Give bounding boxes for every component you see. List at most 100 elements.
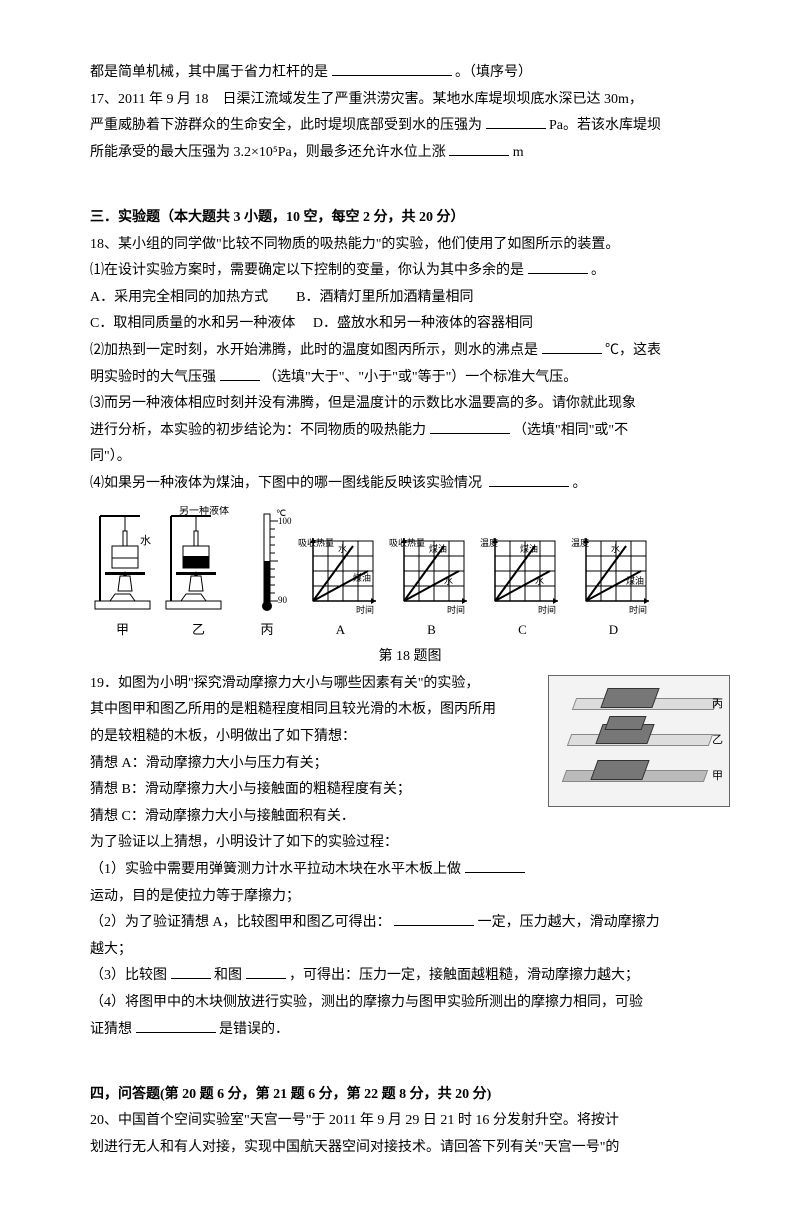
q19-label-yi: 乙 [712, 730, 723, 751]
q18-l4a: 明实验时的大气压强 [90, 370, 216, 385]
fig-cap-jia: 甲 [116, 618, 129, 643]
graph-d-label: D [609, 618, 618, 643]
q18-optA: A．采用完全相同的加热方式 [90, 290, 268, 305]
q18-l3b: ℃，这表 [605, 343, 661, 358]
q17-line3: 所能承受的最大压强为 3.2×10⁵Pa，则最多还允许水位上涨 m [90, 140, 730, 167]
q18-l6a: 进行分析，本实验的初步结论为：不同物质的吸热能力 [90, 423, 426, 438]
q18-l5: ⑶而另一种液体相应时刻并没有沸腾，但是温度计的示数比水温要高的多。请你就此现象 [90, 391, 730, 418]
q17-blank-pressure[interactable] [486, 114, 546, 129]
q17-l3b: m [513, 145, 524, 160]
q18-blank-conclusion[interactable] [430, 419, 510, 434]
apparatus-jia-icon: 水 [90, 506, 155, 616]
q18-l2a: ⑴在设计实验方案时，需要确定以下控制的变量，你认为其中多余的是 [90, 263, 524, 278]
q18-blank-pressure[interactable] [220, 366, 260, 381]
svg-text:水: 水 [338, 543, 347, 554]
label-water: 水 [140, 534, 151, 547]
svg-text:吸收热量: 吸收热量 [298, 537, 334, 548]
svg-text:100: 100 [278, 516, 292, 526]
thermometer-icon: ℃ 100 90 [242, 506, 292, 616]
q19-p3b: 和图 [214, 968, 242, 983]
q19-blank-1[interactable] [465, 858, 525, 873]
q18-caption: 第 18 题图 [90, 644, 730, 671]
q18-fig-jia: 水 甲 [90, 506, 155, 643]
q19-p3c: ，可得出：压力一定，接触面越粗糙，滑动摩擦力越大； [289, 968, 639, 983]
q19-p2c: 越大； [90, 937, 730, 964]
q17-line1: 17、2011 年 9 月 18 日渠江流域发生了严重洪涝灾害。某地水库堤坝坝底… [90, 87, 730, 114]
q19-p1a: （1）实验中需要用弹簧测力计水平拉动木块在水平木板上做 [90, 862, 461, 877]
svg-text:温度: 温度 [480, 537, 498, 548]
q18-l6b: （选填"相同"或"不 [513, 423, 628, 438]
svg-text:吸收热量: 吸收热量 [389, 537, 425, 548]
q18-options-ab: A．采用完全相同的加热方式 B．酒精灯里所加酒精量相同 [90, 285, 730, 312]
q16-tail-line: 都是简单机械，其中属于省力杠杆的是 。（填序号） [90, 60, 730, 87]
section3-title: 三．实验题（本大题共 3 小题，10 空，每空 2 分，共 20 分） [90, 205, 730, 232]
q18-fig-bing: ℃ 100 90 丙 [242, 506, 292, 643]
q18-blank-1[interactable] [528, 259, 588, 274]
q18-optC: C．取相同质量的水和另一种液体 [90, 316, 295, 331]
q17-blank-height[interactable] [449, 141, 509, 156]
q18-l3: ⑵加热到一定时刻，水开始沸腾，此时的温度如图丙所示，则水的沸点是 ℃，这表 [90, 338, 730, 365]
q20-l1: 20、中国首个空间实验室"天宫一号"于 2011 年 9 月 29 日 21 时… [90, 1108, 730, 1135]
apparatus-yi-icon: 另一种液体 [161, 506, 236, 616]
q18-l4b: （选填"大于"、"小于"或"等于"）一个标准大气压。 [263, 370, 577, 385]
q19-blank-4[interactable] [136, 1018, 216, 1033]
q19-p2: （2）为了验证猜想 A，比较图甲和图乙可得出： 一定，压力越大，滑动摩擦力 [90, 910, 730, 937]
fig-cap-bing: 丙 [260, 618, 273, 643]
graph-c-icon: 煤油 水 温度 时间 [480, 536, 565, 616]
q19-p1: （1）实验中需要用弹簧测力计水平拉动木块在水平木板上做 [90, 857, 730, 884]
svg-text:时间: 时间 [538, 604, 556, 615]
q19-p3a: （3）比较图 [90, 968, 167, 983]
graph-d-icon: 水 煤油 温度 时间 [571, 536, 656, 616]
svg-text:煤油: 煤油 [353, 572, 371, 583]
q18-graph-d: 水 煤油 温度 时间 D [571, 536, 656, 643]
svg-text:煤油: 煤油 [520, 543, 538, 554]
q19-p4b: 证猜想 [90, 1022, 132, 1037]
svg-text:煤油: 煤油 [429, 543, 447, 554]
svg-text:90: 90 [278, 595, 288, 605]
fig-cap-yi: 乙 [192, 618, 205, 643]
q16-text-a: 都是简单机械，其中属于省力杠杆的是 [90, 65, 328, 80]
svg-text:水: 水 [535, 575, 544, 586]
graph-c-label: C [518, 618, 527, 643]
q19-diagram: 丙 乙 甲 [548, 675, 730, 807]
q19-label-jia: 甲 [712, 766, 723, 787]
q17-l2a: 严重威胁着下游群众的生命安全，此时堤坝底部受到水的压强为 [90, 118, 482, 133]
q19-label-bing: 丙 [712, 694, 723, 715]
q18-options-cd: C．取相同质量的水和另一种液体 D．盛放水和另一种液体的容器相同 [90, 311, 730, 338]
q19-blank-3a[interactable] [171, 964, 211, 979]
q17-l3a: 所能承受的最大压强为 3.2×10⁵Pa，则最多还允许水位上涨 [90, 145, 446, 160]
q18-l1: 18、某小组的同学做"比较不同物质的吸热能力"的实验，他们使用了如图所示的装置。 [90, 232, 730, 259]
q18-optD: D．盛放水和另一种液体的容器相同 [313, 316, 533, 331]
q19-p4a: （4）将图甲中的木块侧放进行实验，测出的摩擦力与图甲实验所测出的摩擦力相同，可验 [90, 990, 730, 1017]
q19-p4c: 是错误的． [219, 1022, 289, 1037]
q18-optB: B．酒精灯里所加酒精量相同 [296, 290, 473, 305]
q18-l7: 同"）。 [90, 444, 730, 471]
q19-g3: 猜想 C：滑动摩擦力大小与接触面积有关． [90, 804, 730, 831]
q19-p1b: 运动，目的是使拉力等于摩擦力； [90, 884, 730, 911]
q17-line2: 严重威胁着下游群众的生命安全，此时堤坝底部受到水的压强为 Pa。若该水库堤坝 [90, 113, 730, 140]
q18-graph-c: 煤油 水 温度 时间 C [480, 536, 565, 643]
svg-text:时间: 时间 [629, 604, 647, 615]
graph-a-icon: 水 煤油 吸收热量 时间 [298, 536, 383, 616]
q18-l2b: 。 [591, 263, 605, 278]
q18-fig-yi: 另一种液体 乙 [161, 506, 236, 643]
q19-p2b: 一定，压力越大，滑动摩擦力 [478, 915, 660, 930]
q18-l3a: ⑵加热到一定时刻，水开始沸腾，此时的温度如图丙所示，则水的沸点是 [90, 343, 538, 358]
q17-l2b: Pa。若该水库堤坝 [549, 118, 661, 133]
q19-p3: （3）比较图 和图 ，可得出：压力一定，接触面越粗糙，滑动摩擦力越大； [90, 963, 730, 990]
q18-l8b: 。 [573, 476, 587, 491]
graph-a-label: A [336, 618, 345, 643]
q18-blank-boil[interactable] [542, 339, 602, 354]
graph-b-icon: 煤油 水 吸收热量 时间 [389, 536, 474, 616]
svg-text:水: 水 [444, 575, 453, 586]
q19-blank-3b[interactable] [246, 964, 286, 979]
q16-text-b: 。（填序号） [455, 65, 532, 80]
q18-l4: 明实验时的大气压强 （选填"大于"、"小于"或"等于"）一个标准大气压。 [90, 365, 730, 392]
q18-graph-b: 煤油 水 吸收热量 时间 B [389, 536, 474, 643]
svg-text:煤油: 煤油 [626, 575, 644, 586]
q18-l2: ⑴在设计实验方案时，需要确定以下控制的变量，你认为其中多余的是 。 [90, 258, 730, 285]
q18-blank-graph[interactable] [489, 472, 569, 487]
q16-blank[interactable] [332, 61, 452, 76]
svg-text:温度: 温度 [571, 537, 589, 548]
q19-blank-2[interactable] [394, 911, 474, 926]
